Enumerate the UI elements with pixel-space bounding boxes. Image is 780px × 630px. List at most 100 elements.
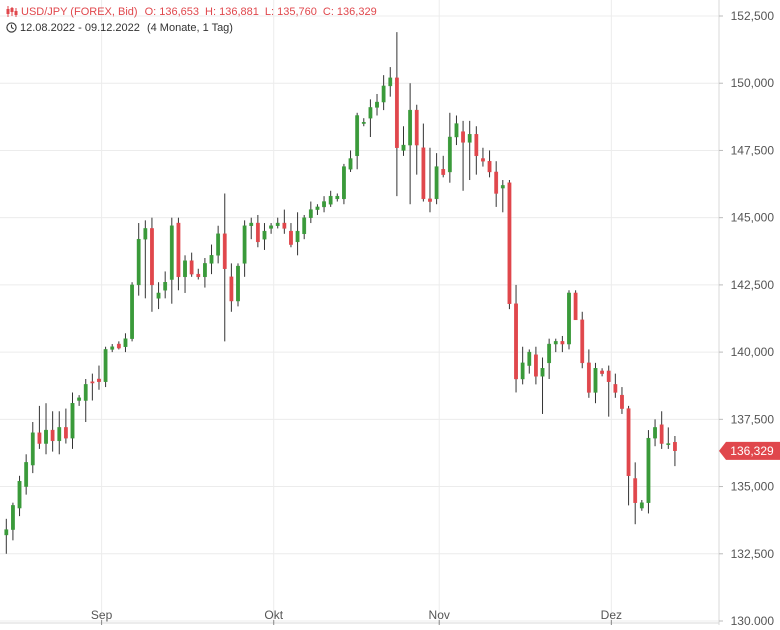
candle[interactable] — [593, 362, 598, 404]
candle[interactable] — [527, 349, 532, 374]
candle[interactable] — [467, 120, 472, 181]
candle[interactable] — [255, 214, 260, 248]
candle[interactable] — [57, 411, 62, 455]
candle[interactable] — [567, 290, 571, 350]
candle[interactable] — [428, 147, 432, 213]
candle[interactable] — [394, 32, 399, 197]
candle[interactable] — [216, 225, 221, 264]
candle[interactable] — [183, 255, 187, 293]
candle[interactable] — [534, 346, 538, 385]
candle[interactable] — [639, 500, 644, 511]
candle[interactable] — [282, 209, 287, 234]
candle[interactable] — [633, 462, 638, 525]
candle[interactable] — [83, 379, 88, 423]
candle[interactable] — [666, 427, 671, 449]
candle[interactable] — [487, 150, 492, 178]
candle[interactable] — [514, 284, 518, 393]
candle[interactable] — [322, 196, 326, 213]
candle[interactable] — [97, 365, 101, 390]
candle[interactable] — [269, 223, 273, 234]
candle[interactable] — [116, 341, 121, 350]
candle[interactable] — [613, 373, 618, 398]
candle[interactable] — [500, 180, 505, 213]
candle[interactable] — [249, 217, 254, 240]
candle[interactable] — [553, 338, 558, 353]
candle[interactable] — [620, 387, 624, 414]
candle[interactable] — [368, 99, 373, 137]
candle[interactable] — [70, 392, 75, 449]
candle[interactable] — [659, 411, 664, 449]
candle[interactable] — [414, 104, 419, 175]
candle[interactable] — [507, 180, 512, 310]
candle[interactable] — [156, 282, 161, 310]
candle[interactable] — [520, 346, 525, 385]
candle[interactable] — [50, 411, 55, 452]
candle[interactable] — [63, 408, 68, 444]
candle[interactable] — [262, 223, 267, 250]
candle[interactable] — [461, 120, 465, 191]
candle[interactable] — [295, 212, 300, 256]
candle[interactable] — [454, 115, 459, 146]
candle[interactable] — [77, 395, 82, 406]
candle[interactable] — [586, 349, 591, 398]
candle[interactable] — [673, 436, 677, 467]
candle[interactable] — [441, 155, 446, 178]
candle[interactable] — [30, 422, 35, 474]
candle[interactable] — [348, 150, 353, 172]
candle[interactable] — [408, 83, 413, 205]
candle[interactable] — [388, 67, 393, 97]
candle[interactable] — [103, 346, 108, 388]
candle[interactable] — [401, 126, 406, 156]
candle[interactable] — [275, 217, 280, 229]
candle[interactable] — [123, 333, 128, 353]
candle[interactable] — [11, 502, 15, 541]
candle[interactable] — [4, 518, 9, 554]
candle[interactable] — [626, 405, 631, 506]
candle[interactable] — [17, 475, 22, 517]
candle[interactable] — [342, 163, 346, 205]
candle[interactable] — [242, 220, 247, 277]
candle[interactable] — [375, 93, 379, 116]
candle[interactable] — [209, 244, 214, 275]
candle[interactable] — [540, 357, 545, 414]
candle[interactable] — [143, 220, 148, 299]
candle[interactable] — [202, 258, 207, 288]
candle[interactable] — [236, 263, 240, 307]
candle[interactable] — [447, 112, 452, 183]
candle[interactable] — [150, 217, 154, 312]
candle[interactable] — [308, 201, 313, 224]
candle[interactable] — [355, 112, 360, 170]
candle[interactable] — [37, 405, 42, 449]
candle[interactable] — [222, 193, 227, 342]
candle[interactable] — [328, 190, 333, 207]
candle[interactable] — [481, 147, 485, 167]
candle[interactable] — [90, 373, 95, 401]
candle[interactable] — [421, 123, 426, 202]
candle[interactable] — [189, 252, 194, 277]
candle[interactable] — [560, 335, 565, 353]
candle[interactable] — [494, 161, 499, 207]
candle[interactable] — [600, 368, 605, 377]
candle[interactable] — [289, 223, 293, 248]
candle[interactable] — [646, 430, 651, 514]
candle[interactable] — [44, 403, 48, 455]
candle[interactable] — [315, 204, 320, 215]
candle[interactable] — [229, 263, 234, 312]
candle[interactable] — [136, 223, 141, 296]
candle[interactable] — [361, 118, 366, 127]
candle[interactable] — [573, 290, 578, 321]
candle[interactable] — [302, 214, 307, 240]
candle[interactable] — [196, 268, 201, 280]
candle[interactable] — [169, 217, 174, 304]
candle[interactable] — [474, 126, 479, 175]
candle[interactable] — [580, 311, 585, 369]
candle[interactable] — [24, 454, 29, 495]
candle[interactable] — [381, 75, 386, 111]
candle[interactable] — [606, 365, 611, 417]
candle[interactable] — [653, 419, 657, 447]
candle[interactable] — [547, 338, 552, 379]
candle[interactable] — [176, 217, 181, 291]
candle[interactable] — [110, 344, 115, 353]
